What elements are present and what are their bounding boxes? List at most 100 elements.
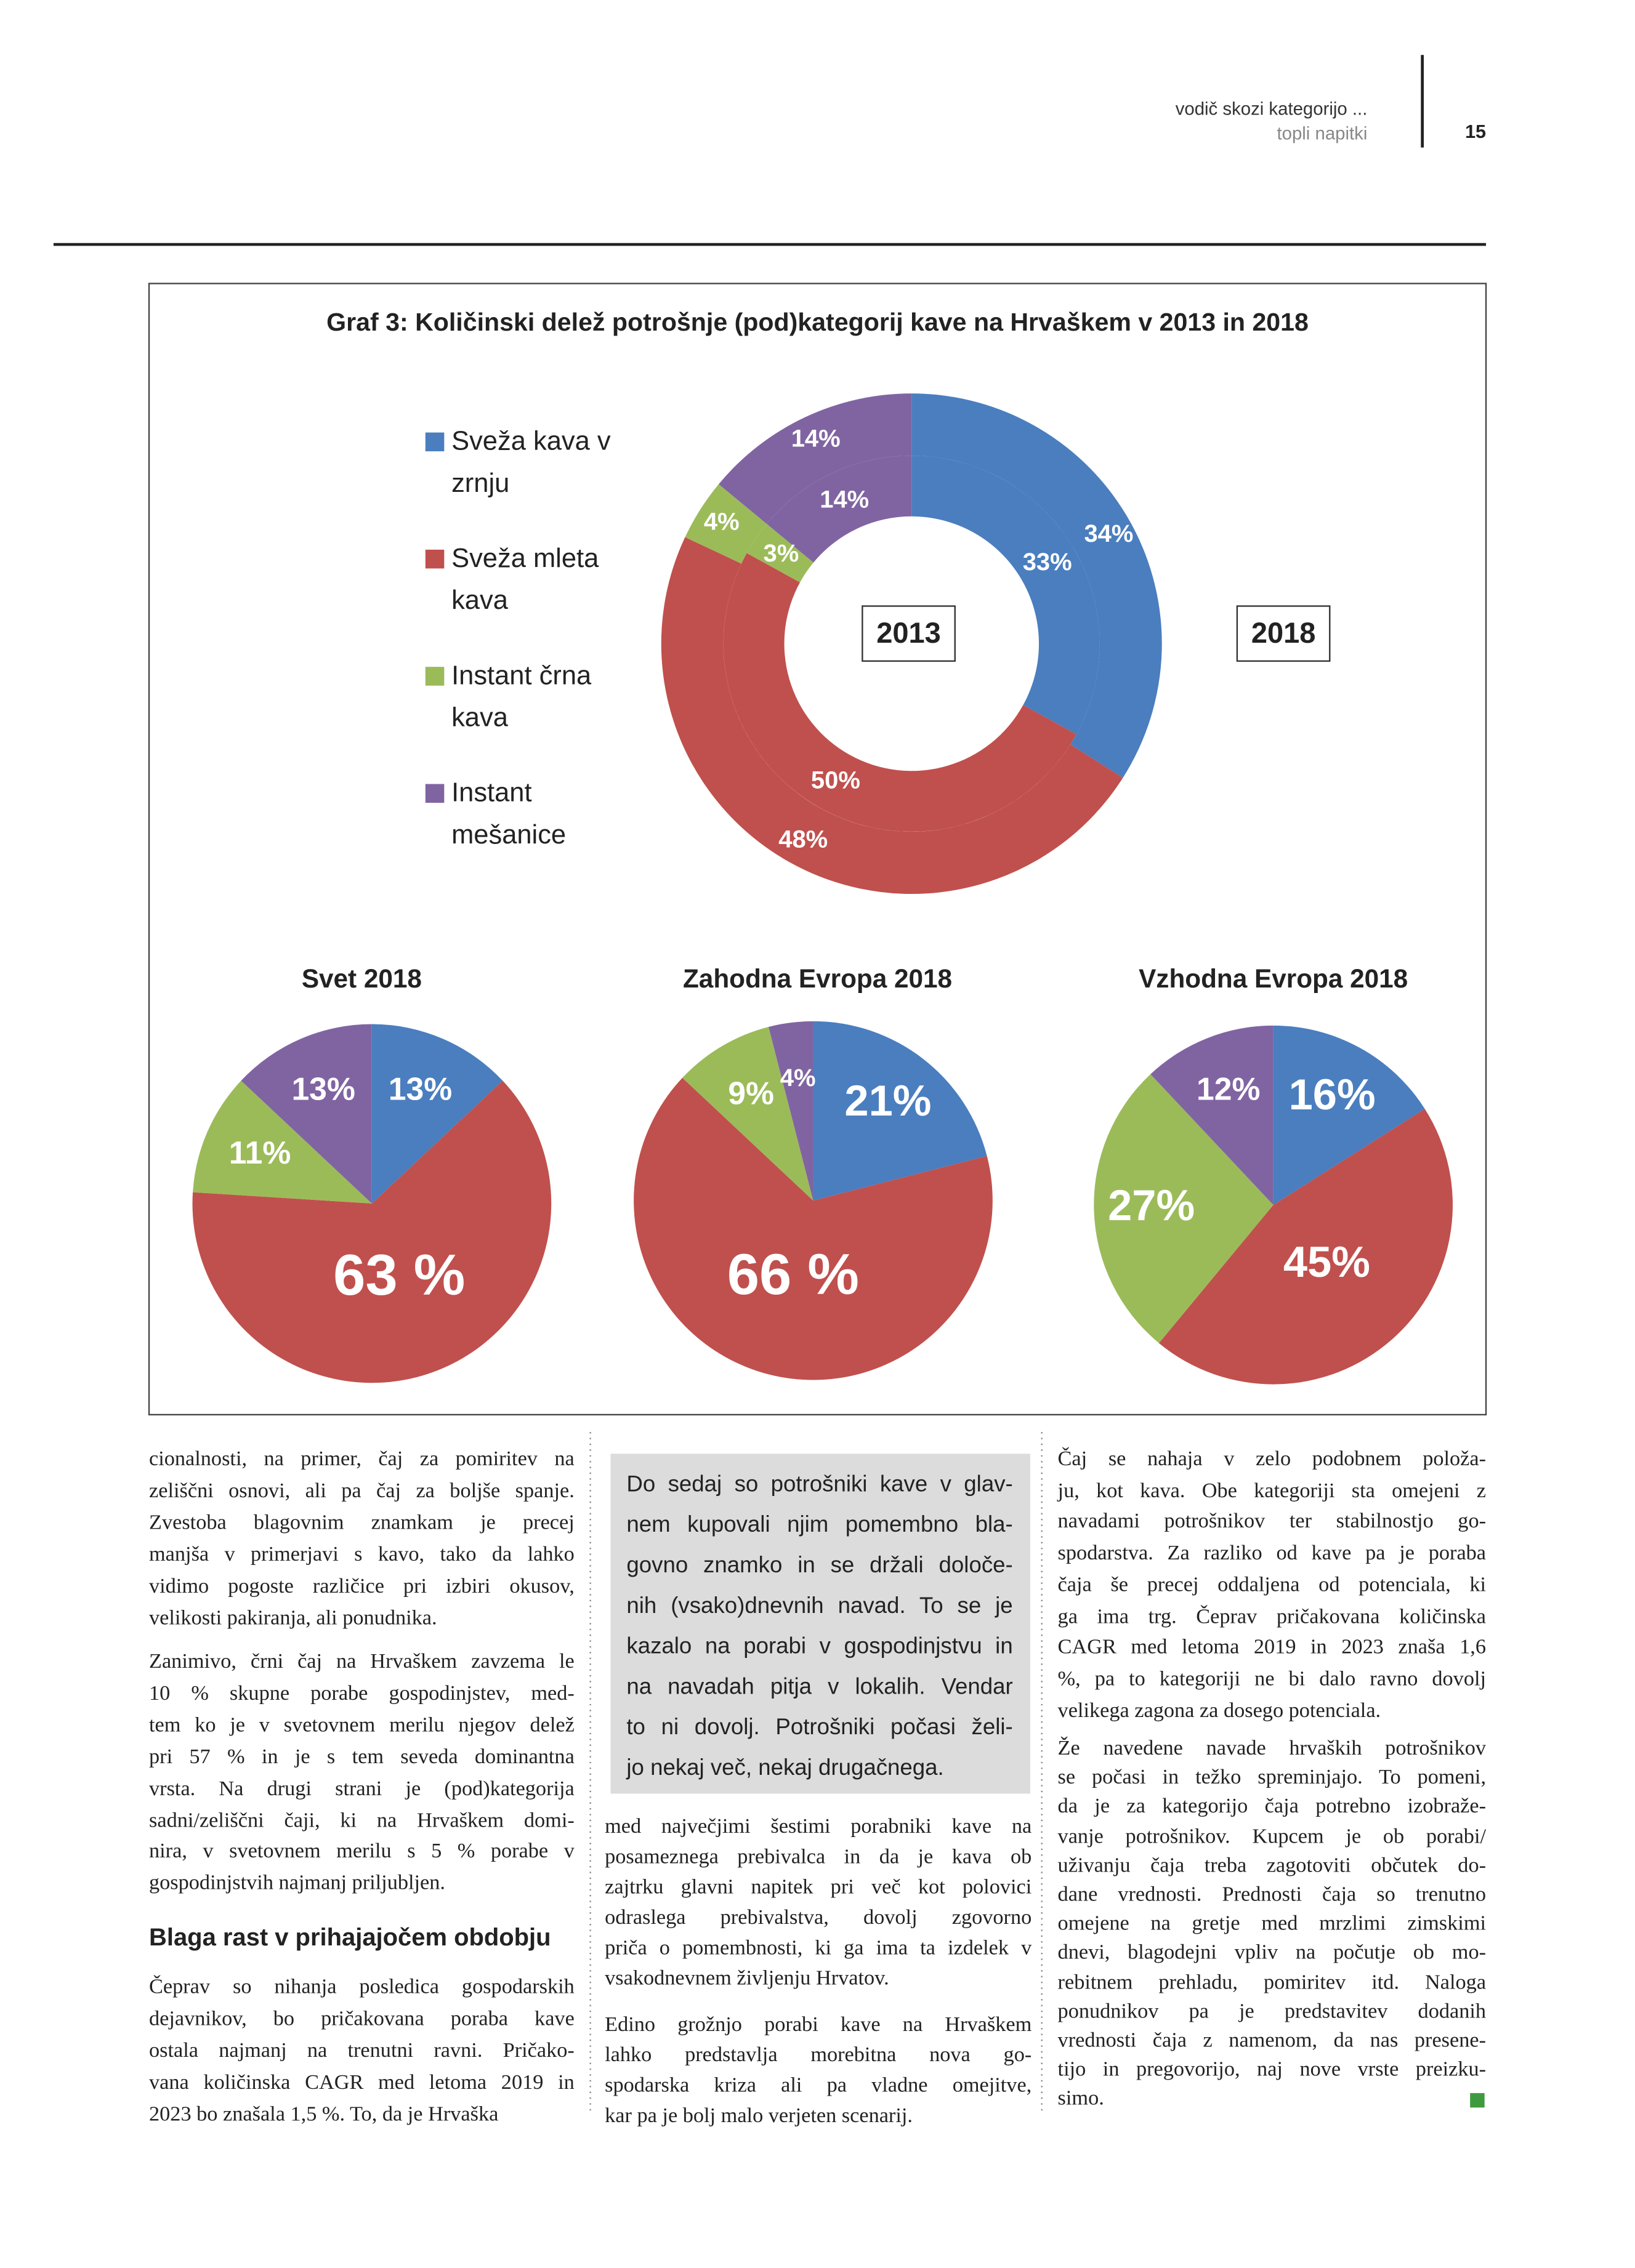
body-line: 10 % skupne porabe gospodinjstev, med- (149, 1682, 575, 1705)
body-line: ponudnikov pa je predstavitev dodanih (1057, 2000, 1487, 2024)
body-line: dejavnikov, bo pričakovana poraba kave (149, 2008, 575, 2031)
legend-swatch (425, 784, 445, 803)
header-subsection: topli napitki (1277, 123, 1367, 143)
donut-segment (685, 484, 767, 564)
legend-label: Sveža kava v zrnju (451, 425, 611, 498)
body-line: manjša v primerjavi s kavo, tako da lahk… (149, 1543, 575, 1566)
legend-label: Instant mešanice (451, 776, 567, 850)
pull-quote-box (610, 1454, 1030, 1794)
section-heading: Blaga rast v prihajajočem obdobju (149, 1923, 551, 1952)
body-line: velikega zagona za dosego potenciala. (1057, 1699, 1381, 1723)
body-line: vana količinska CAGR med letoma 2019 in (149, 2071, 575, 2095)
body-line: navadami potrošnikov ter stabilnostjo go… (1057, 1510, 1487, 1534)
pull-quote-line: nih (vsako)dnevnih navad. To se je (626, 1594, 1013, 1619)
body-line: Zanimivo, črni čaj na Hrvaškem zavzema l… (149, 1650, 575, 1674)
pie-slice (241, 1024, 372, 1204)
donut-segment (911, 456, 1100, 734)
pull-quote-line: jo nekaj več, nekaj drugačnega. (626, 1756, 944, 1781)
body-line: Čeprav so nihanja posledica gospodarskih (149, 1976, 575, 2000)
body-line: spodarska kriza ali pa vladne omejitve, (605, 2074, 1032, 2097)
data-label: 33% (1023, 549, 1072, 576)
pie-title: Vzhodna Evropa 2018 (1139, 964, 1408, 993)
body-line: Edino grožnjo porabi kave na Hrvaškem (605, 2013, 1032, 2037)
data-label: 3% (764, 540, 799, 567)
donut-segment (766, 456, 912, 563)
data-label: 50% (811, 767, 860, 794)
body-line: odraslega prebivalstva, dovolj zgovorno (605, 1906, 1032, 1930)
body-line: kar pa je bolj malo verjeten scenarij. (605, 2104, 913, 2128)
donut-segment (661, 537, 1123, 895)
body-line: da je za kategorijo čaja potrebno izobra… (1057, 1795, 1487, 1819)
body-line: nira, v svetovnem merilu s 5 % porabe v (149, 1840, 575, 1864)
body-line: tem ko je v svetovnem merilu njegov dele… (149, 1713, 575, 1737)
data-label: 9% (728, 1075, 774, 1111)
body-line: CAGR med letoma 2019 in 2023 znaša 1,6 (1057, 1636, 1487, 1660)
body-line: ga ima trg. Čeprav pričakovana količinsk… (1057, 1604, 1487, 1628)
legend-swatch (425, 667, 445, 686)
data-label: 48% (778, 826, 828, 853)
body-line: rebitnem prehladu, pomiritev itd. Naloga (1057, 1971, 1487, 1995)
year-label: 2018 (1251, 616, 1316, 649)
body-line: Zvestoba blagovnim znamkam je precej (149, 1511, 575, 1535)
pie-title: Svet 2018 (302, 964, 422, 993)
body-line: 2023 bo znašala 1,5 %. To, da je Hrvaška (149, 2103, 499, 2126)
data-label: 21% (844, 1076, 931, 1125)
pull-quote-line: kazalo na porabi v gospodinjstvu in (626, 1635, 1013, 1659)
end-mark (1470, 2093, 1485, 2108)
legend-swatch (425, 549, 445, 569)
data-label: 14% (820, 486, 869, 513)
body-line: zeliščni osnovi, ali pa čaj za boljše sp… (149, 1479, 575, 1503)
body-line: velikosti pakiranja, ali ponudnika. (149, 1606, 437, 1630)
body-line: uživanju čaja treba zagotoviti občutek d… (1057, 1854, 1487, 1878)
legend-label: Sveža mleta kava (451, 542, 599, 615)
data-label: 45% (1283, 1237, 1370, 1286)
pie-slice (813, 1021, 987, 1201)
body-line: tijo in pregovorijo, naj nove vrste prei… (1057, 2058, 1487, 2082)
body-line: vanje potrošnikov. Kupcem je ob porabi/ (1057, 1825, 1487, 1848)
page-number: 15 (1465, 121, 1486, 142)
body-line: ju, kot kava. Obe kategoriji sta omejeni… (1057, 1479, 1487, 1503)
body-line: spodarstva. Za razliko od kave pa je por… (1057, 1542, 1487, 1566)
pull-quote-line: nem kupovali njim pomembno bla- (626, 1513, 1013, 1538)
data-label: 63 % (333, 1242, 465, 1307)
body-line: gospodinjstvih najmanj priljubljen. (149, 1872, 446, 1896)
pull-quote-line: na navadah pitja v lokalih. Vendar (626, 1675, 1013, 1700)
body-line: priča o pomembnosti, ki ga ima ta izdele… (605, 1937, 1032, 1960)
body-line: čaja še precej oddaljena od potenciala, … (1057, 1573, 1487, 1597)
body-line: posameznega prebivalca in da je kava ob (605, 1846, 1032, 1869)
data-label: 4% (704, 508, 740, 535)
figure-title: Graf 3: Količinski delež potrošnje (pod)… (326, 308, 1309, 336)
year-label: 2013 (876, 616, 941, 649)
body-line: omejene na gretje med mrzlimi zimskimi (1057, 1912, 1487, 1936)
pull-quote-line: to ni dovolj. Potrošniki počasi želi- (626, 1715, 1013, 1740)
pie-slice (193, 1080, 372, 1204)
data-label: 34% (1084, 520, 1133, 547)
body-line: vrsta. Na drugi strani je (pod)kategorij… (149, 1777, 575, 1801)
data-label: 16% (1289, 1070, 1376, 1119)
body-line: se počasi in težko spreminjajo. To pomen… (1057, 1766, 1487, 1790)
pie-title: Zahodna Evropa 2018 (683, 964, 952, 993)
data-label: 13% (389, 1071, 452, 1107)
body-line: pri 57 % in je s tem seveda dominantna (149, 1745, 575, 1769)
pie-slice (1158, 1109, 1453, 1385)
legend-swatch (425, 432, 445, 452)
body-line: %, pa to kategoriji ne bi dalo ravno dov… (1057, 1667, 1487, 1691)
donut-segment (719, 393, 912, 524)
body-line: vidimo pogoste različice pri izbiri okus… (149, 1574, 575, 1598)
header-section: vodič skozi kategorijo ... (1176, 99, 1368, 119)
year-box (1236, 605, 1331, 662)
body-line: Že navedene navade hrvaških potrošnikov (1057, 1737, 1487, 1761)
pull-quote-line: govno znamko in se držali določe- (626, 1553, 1013, 1578)
body-line: dane vrednosti. Prednosti čaja so trenut… (1057, 1883, 1487, 1907)
body-line: Čaj se nahaja v zelo podobnem položa- (1057, 1447, 1487, 1471)
data-label: 27% (1108, 1181, 1195, 1229)
pie-slice (634, 1077, 993, 1380)
body-line: vsakodnevnem življenju Hrvatov. (605, 1967, 889, 1991)
pie-slice (1273, 1025, 1425, 1205)
year-box (862, 605, 956, 662)
data-label: 12% (1197, 1071, 1260, 1107)
pie-slice (371, 1024, 503, 1204)
data-label: 14% (791, 425, 841, 452)
body-line: sadni/zeliščni čaji, ki na Hrvaškem domi… (149, 1809, 575, 1832)
